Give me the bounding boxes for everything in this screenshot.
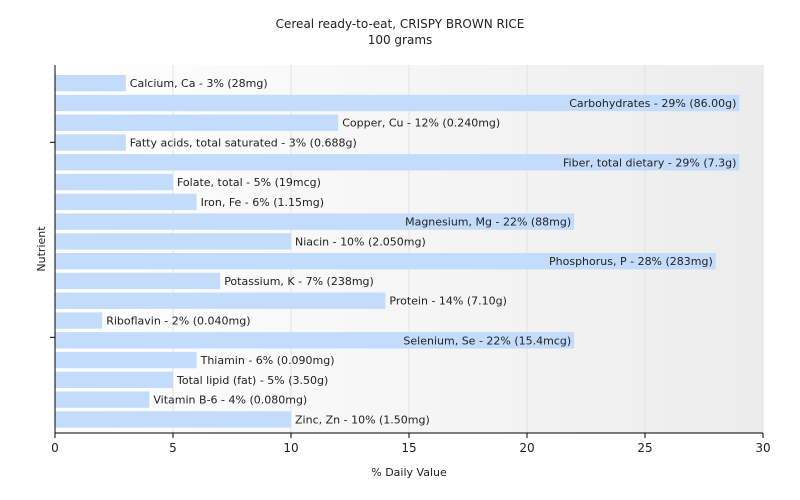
bar-13 xyxy=(55,332,575,349)
bar-1 xyxy=(55,94,740,112)
bar-12 xyxy=(55,312,103,329)
bar-2 xyxy=(55,114,339,131)
bar-17 xyxy=(55,411,291,428)
bars: Calcium, Ca - 3% (28mg) Carbohydrates - 2… xyxy=(55,75,740,428)
bar-label-5: Folate, total - 5% (19mcg) xyxy=(177,176,321,189)
bar-9 xyxy=(55,253,716,270)
bar-14 xyxy=(55,351,197,369)
bar-10 xyxy=(55,272,221,290)
x-tick-label-3: 15 xyxy=(401,441,416,455)
bar-7 xyxy=(55,213,575,230)
bar-label-12: Riboflavin - 2% (0.040mg) xyxy=(106,315,250,328)
x-tick-label-1: 5 xyxy=(169,441,177,455)
bar-label-7: Magnesium, Mg - 22% (88mg) xyxy=(405,216,571,229)
bar-4 xyxy=(55,154,740,171)
bar-16 xyxy=(55,391,150,408)
bar-8 xyxy=(55,233,291,250)
chart-title: Cereal ready-to-eat, CRISPY BROWN RICE xyxy=(276,17,525,31)
x-tick-label-5: 25 xyxy=(637,441,652,455)
bar-label-8: Niacin - 10% (2.050mg) xyxy=(295,235,426,248)
bar-label-1: Carbohydrates - 29% (86.00g) xyxy=(569,97,736,110)
bar-label-17: Zinc, Zn - 10% (1.50mg) xyxy=(295,413,430,426)
bar-6 xyxy=(55,193,197,211)
x-tick-label-4: 20 xyxy=(519,441,534,455)
bar-label-16: Vitamin B-6 - 4% (0.080mg) xyxy=(153,394,307,407)
bar-label-6: Iron, Fe - 6% (1.15mg) xyxy=(201,196,324,209)
bar-label-15: Total lipid (fat) - 5% (3.50g) xyxy=(176,374,328,387)
chart-subtitle: 100 grams xyxy=(368,33,433,47)
x-tick-label-6: 30 xyxy=(755,441,770,455)
bar-label-2: Copper, Cu - 12% (0.240mg) xyxy=(342,117,500,130)
bar-5 xyxy=(55,173,173,191)
y-axis-label: Nutrient xyxy=(35,226,48,272)
bar-11 xyxy=(55,292,386,309)
bar-label-13: Selenium, Se - 22% (15.4mcg) xyxy=(403,334,571,347)
x-tick-label-2: 10 xyxy=(283,441,298,455)
axes: 0 5 10 15 20 25 30 xyxy=(50,65,771,455)
bar-label-0: Calcium, Ca - 3% (28mg) xyxy=(130,77,268,90)
bar-label-3: Fatty acids, total saturated - 3% (0.688… xyxy=(130,137,357,150)
bar-label-10: Potassium, K - 7% (238mg) xyxy=(224,275,374,288)
bar-15 xyxy=(55,371,173,389)
x-axis-label: % Daily Value xyxy=(371,466,447,479)
bar-label-14: Thiamin - 6% (0.090mg) xyxy=(200,354,335,367)
bar-label-4: Fiber, total dietary - 29% (7.3g) xyxy=(563,156,736,169)
bar-0 xyxy=(55,75,126,92)
bar-label-11: Protein - 14% (7.10g) xyxy=(389,295,507,308)
bar-label-9: Phosphorus, P - 28% (283mg) xyxy=(549,255,713,268)
x-tick-label-0: 0 xyxy=(51,441,59,455)
bar-3 xyxy=(55,134,126,151)
